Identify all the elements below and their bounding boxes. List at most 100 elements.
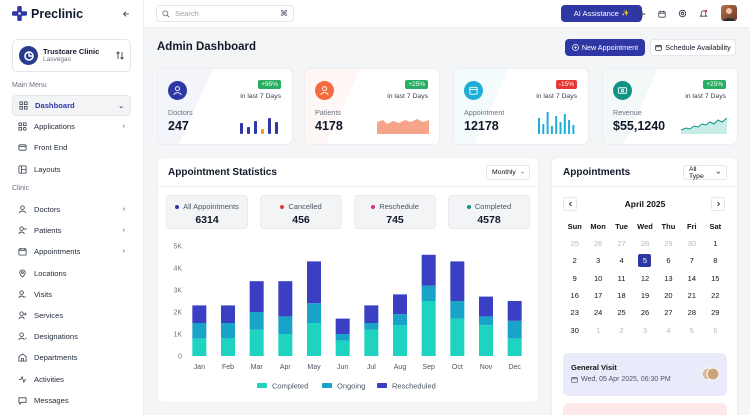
calendar-day[interactable]: 5 <box>680 321 703 338</box>
calendar-day[interactable]: 4 <box>657 321 680 338</box>
calendar-day[interactable]: 13 <box>657 270 680 287</box>
calendar-day[interactable]: 20 <box>657 287 680 304</box>
calendar-day[interactable]: 2 <box>610 321 633 338</box>
summary-value: 4578 <box>477 214 501 226</box>
designation-icon-wrap <box>18 332 27 341</box>
sidebar-item-front-end[interactable]: Front End <box>12 137 131 158</box>
calendar-day[interactable]: 16 <box>563 287 586 304</box>
spark-bar <box>240 123 243 134</box>
sidebar-item-label: Applications <box>34 122 75 132</box>
schedule-availability-button[interactable]: Schedule Availability <box>650 39 736 56</box>
calendar-day[interactable]: 12 <box>633 270 656 287</box>
search-box[interactable]: ⌘ <box>156 5 294 22</box>
calendar-day[interactable]: 28 <box>680 304 703 321</box>
calendar-day-label: 17 <box>593 291 603 301</box>
notifications-button[interactable] <box>696 6 711 21</box>
user-avatar[interactable] <box>721 5 737 21</box>
sidebar-item-messages[interactable]: Messages <box>12 390 131 411</box>
sidebar-item-departments[interactable]: Departments <box>12 347 131 368</box>
sidebar-item-applications[interactable]: Applications › <box>12 116 131 137</box>
app-logo[interactable]: Preclinic <box>12 6 83 21</box>
calendar-day[interactable]: 18 <box>610 287 633 304</box>
calendar-day[interactable]: 30 <box>680 235 703 252</box>
calendar-day[interactable]: 7 <box>680 252 703 269</box>
calendar-day[interactable]: 29 <box>704 304 727 321</box>
calendar-day[interactable]: 1 <box>704 235 727 252</box>
calendar-day[interactable]: 6 <box>657 252 680 269</box>
calendar-day[interactable]: 15 <box>704 270 727 287</box>
bar-ongoing <box>450 301 465 319</box>
calendar-button[interactable] <box>654 6 669 21</box>
sidebar-item-label: Locations <box>34 268 67 278</box>
sidebar-item-doctors[interactable]: Doctors › <box>12 199 131 220</box>
period-select[interactable]: Monthly <box>486 165 530 180</box>
spark-bar <box>247 127 250 134</box>
new-appointment-label: New Appointment <box>581 43 639 52</box>
bar-rescheduled <box>221 305 235 323</box>
search-input[interactable] <box>175 9 275 18</box>
sidebar-item-visits[interactable]: Visits <box>12 284 131 305</box>
sidebar-item-services[interactable]: Services <box>12 305 131 326</box>
calendar-day[interactable]: 22 <box>704 287 727 304</box>
calendar-day[interactable]: 3 <box>633 321 656 338</box>
calendar-day[interactable]: 27 <box>610 235 633 252</box>
appointment-item[interactable]: General Visit Wed, 05 Apr 2025, 06:30 PM <box>563 353 727 396</box>
calendar-day[interactable]: 3 <box>586 252 609 269</box>
calendar-day-label: 23 <box>570 308 579 318</box>
settings-button[interactable] <box>675 6 690 21</box>
sidebar-item-patients[interactable]: Patients › <box>12 220 131 241</box>
sidebar-item-appointments[interactable]: Appointments › <box>12 241 131 262</box>
calendar-day[interactable]: 17 <box>586 287 609 304</box>
x-tick-label: Aug <box>394 364 407 371</box>
calendar-day[interactable]: 27 <box>657 304 680 321</box>
prev-month-button[interactable] <box>563 197 577 211</box>
sidebar-item-designations[interactable]: Designations <box>12 326 131 347</box>
calendar-day[interactable]: 23 <box>563 304 586 321</box>
sidebar-item-activities[interactable]: Activities <box>12 369 131 390</box>
clinic-switcher[interactable]: Trustcare Clinic Lasvegas <box>12 39 131 72</box>
chevron-right-icon: › <box>122 227 125 235</box>
calendar-day[interactable]: 10 <box>586 270 609 287</box>
calendar-day[interactable]: 6 <box>704 321 727 338</box>
next-month-button[interactable] <box>711 197 725 211</box>
sidebar-item-locations[interactable]: Locations <box>12 263 131 284</box>
calendar-day[interactable]: 4 <box>610 252 633 269</box>
calendar-day[interactable]: 8 <box>704 252 727 269</box>
calendar-day[interactable]: 26 <box>586 235 609 252</box>
type-select[interactable]: All Type <box>683 165 727 180</box>
sidebar-item-layouts[interactable]: Layouts <box>12 159 131 180</box>
collapse-sidebar-button[interactable] <box>119 7 132 20</box>
add-button[interactable] <box>634 6 649 21</box>
calendar-day[interactable]: 26 <box>633 304 656 321</box>
calendar-day[interactable]: 28 <box>633 235 656 252</box>
calendar-day[interactable]: 29 <box>657 235 680 252</box>
ai-assistance-button[interactable]: AI Assistance ✨ <box>561 5 642 22</box>
calendar-day[interactable]: 25 <box>563 235 586 252</box>
y-tick-label: 1K <box>173 332 182 339</box>
clinic-menu: Doctors › Patients › Appointments › Loca… <box>12 199 131 411</box>
period-select-value: Monthly <box>492 169 516 176</box>
calendar-day[interactable]: 14 <box>680 270 703 287</box>
summary-value: 456 <box>292 214 310 226</box>
calendar-day[interactable]: 25 <box>610 304 633 321</box>
calendar-day[interactable]: 9 <box>563 270 586 287</box>
chevron-down-icon <box>716 171 721 174</box>
calendar-day[interactable]: 1 <box>586 321 609 338</box>
calendar-day[interactable]: 19 <box>633 287 656 304</box>
calendar-day[interactable]: 24 <box>586 304 609 321</box>
new-appointment-button[interactable]: New Appointment <box>565 39 645 56</box>
summary-reschedule: Reschedule 745 <box>354 195 436 229</box>
sidebar-item-dashboard[interactable]: Dashboard ⌄ <box>12 95 131 117</box>
appointment-item[interactable] <box>563 403 727 415</box>
bar-completed <box>507 338 522 356</box>
calendar-day[interactable]: 11 <box>610 270 633 287</box>
bar-completed <box>192 338 207 356</box>
calendar-day[interactable]: 30 <box>563 321 586 338</box>
summary-all-appointments: All Appointments 6314 <box>166 195 248 229</box>
bar-rescheduled <box>507 301 522 321</box>
bell-icon <box>699 9 708 17</box>
calendar-day-selected[interactable]: 5 <box>633 252 656 269</box>
attendee-avatars <box>701 367 719 381</box>
calendar-day[interactable]: 21 <box>680 287 703 304</box>
calendar-day[interactable]: 2 <box>563 252 586 269</box>
